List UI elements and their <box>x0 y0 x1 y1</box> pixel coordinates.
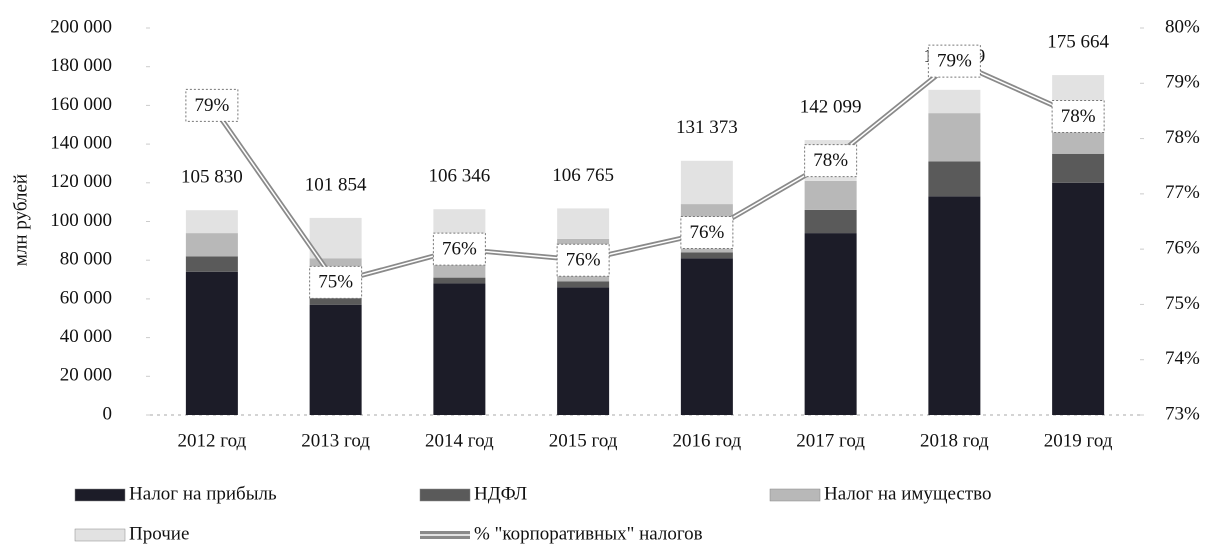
x-tick-label: 2017 год <box>796 430 865 451</box>
data-label-box <box>804 144 858 178</box>
legend-swatch <box>74 528 126 542</box>
y-tick-label: 60 000 <box>60 287 112 308</box>
bar-segment <box>309 296 362 305</box>
data-label: 78% <box>1061 106 1096 127</box>
bar-segment <box>309 304 362 415</box>
legend-label: % "корпоративных" налогов <box>474 523 703 544</box>
x-tick-label: 2015 год <box>549 430 618 451</box>
legend-label: Налог на прибыль <box>129 483 277 504</box>
bar-segment <box>433 283 486 415</box>
legend-label: Прочие <box>129 523 189 544</box>
y-tick-label: 180 000 <box>50 55 112 76</box>
x-tick-label: 2013 год <box>301 430 370 451</box>
bar-segment <box>680 258 733 415</box>
y2-tick-label: 74% <box>1165 348 1200 369</box>
bar-segment <box>928 196 981 415</box>
total-label: 105 830 <box>181 167 243 188</box>
data-label: 78% <box>813 150 848 171</box>
bar-segment <box>309 217 362 259</box>
bar-segment <box>928 89 981 114</box>
y-tick-label: 80 000 <box>60 249 112 270</box>
y-tick-label: 20 000 <box>60 365 112 386</box>
y2-tick-label: 73% <box>1165 403 1200 424</box>
total-label: 175 664 <box>1047 31 1109 52</box>
bar-segment <box>185 210 238 234</box>
data-label-box <box>432 232 486 266</box>
y-tick-label: 100 000 <box>50 210 112 231</box>
x-tick-label: 2016 год <box>673 430 742 451</box>
data-label-box <box>680 216 734 250</box>
total-label: 106 346 <box>429 166 491 187</box>
legend-swatch <box>419 488 471 502</box>
data-label-box <box>927 44 981 78</box>
bar-segment <box>433 277 486 284</box>
bar-segment <box>185 233 238 257</box>
y2-tick-label: 76% <box>1165 238 1200 259</box>
data-label: 76% <box>566 250 601 271</box>
y2-tick-label: 78% <box>1165 127 1200 148</box>
bar-segment <box>1052 182 1105 415</box>
bar-segment <box>1052 153 1105 183</box>
total-label: 131 373 <box>676 117 738 138</box>
data-label: 75% <box>318 272 353 293</box>
y-tick-label: 0 <box>103 403 113 424</box>
y2-tick-label: 79% <box>1165 72 1200 93</box>
data-label-box <box>309 265 363 299</box>
y-tick-label: 200 000 <box>50 16 112 37</box>
data-label: 76% <box>689 222 724 243</box>
x-tick-label: 2014 год <box>425 430 494 451</box>
bar-segment <box>185 271 238 415</box>
y-tick-label: 160 000 <box>50 94 112 115</box>
data-label-box <box>556 243 610 277</box>
total-label: 142 099 <box>800 96 862 117</box>
y2-tick-label: 77% <box>1165 182 1200 203</box>
total-label: 106 765 <box>552 165 614 186</box>
y-tick-label: 120 000 <box>50 171 112 192</box>
legend-swatch <box>769 488 821 502</box>
data-label: 79% <box>937 51 972 72</box>
y2-tick-label: 75% <box>1165 293 1200 314</box>
x-tick-label: 2018 год <box>920 430 989 451</box>
bar-segment <box>557 208 610 239</box>
bar-segment <box>928 113 981 162</box>
bar-segment <box>557 287 610 415</box>
data-label-box <box>185 88 239 122</box>
total-label: 101 854 <box>305 174 367 195</box>
data-label-box <box>1051 99 1105 133</box>
y-tick-label: 40 000 <box>60 326 112 347</box>
bar-segment <box>804 180 857 210</box>
y-tick-label: 140 000 <box>50 132 112 153</box>
bar-segment <box>680 252 733 259</box>
data-label: 76% <box>442 239 477 260</box>
bar-segment <box>185 256 238 272</box>
x-tick-label: 2019 год <box>1044 430 1113 451</box>
bar-segment <box>680 160 733 205</box>
x-tick-label: 2012 год <box>178 430 247 451</box>
y-axis-label: млн рублей <box>10 174 31 266</box>
bar-segment <box>804 233 857 415</box>
legend-swatch <box>74 488 126 502</box>
y2-tick-label: 80% <box>1165 16 1200 37</box>
bar-segment <box>804 209 857 234</box>
bar-segment <box>928 161 981 197</box>
data-label: 79% <box>194 95 229 116</box>
bar-segment <box>557 281 610 288</box>
legend-label: НДФЛ <box>474 483 527 504</box>
legend-label: Налог на имущество <box>824 483 992 504</box>
